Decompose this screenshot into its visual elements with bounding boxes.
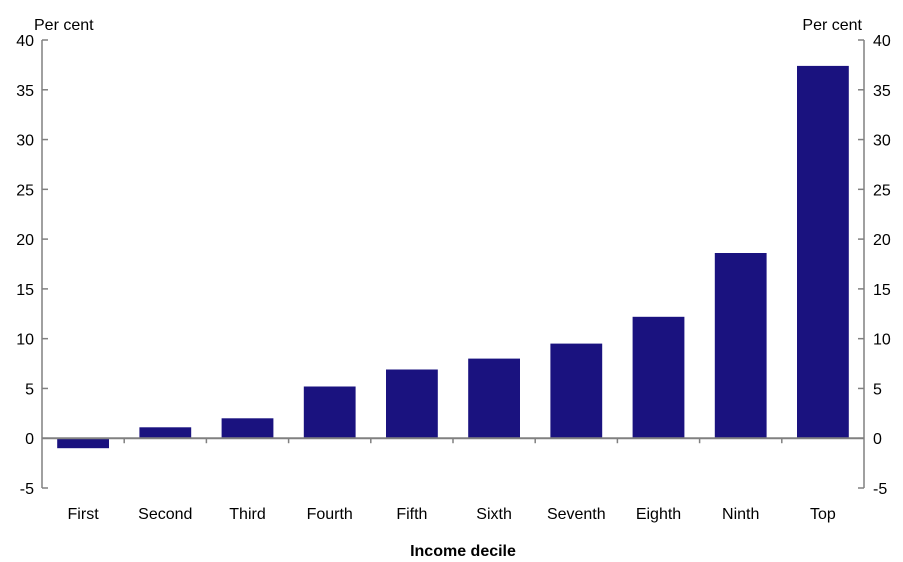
x-tick-label-first: First — [68, 506, 100, 523]
right-y-tick-label: 35 — [873, 83, 891, 100]
left-axis-unit-label: Per cent — [34, 17, 94, 34]
bars-layer — [57, 65, 849, 449]
right-y-tick-label: -5 — [873, 481, 887, 498]
bar-ninth — [714, 253, 767, 439]
left-y-tick-label: 25 — [16, 182, 34, 199]
x-tick-label-seventh: Seventh — [547, 506, 606, 523]
bar-eighth — [632, 316, 685, 439]
left-y-tick-label: 10 — [16, 332, 34, 349]
x-tick-label-eighth: Eighth — [636, 506, 681, 523]
left-y-tick-label: -5 — [20, 481, 34, 498]
left-y-tick-label: 0 — [25, 431, 34, 448]
bar-seventh — [550, 343, 603, 439]
x-tick-label-fifth: Fifth — [396, 506, 427, 523]
right-y-tick-label: 10 — [873, 332, 891, 349]
bar-fifth — [386, 369, 438, 439]
right-axis-unit-label: Per cent — [802, 17, 862, 34]
x-tick-label-third: Third — [229, 506, 265, 523]
x-tick-label-fourth: Fourth — [307, 506, 353, 523]
tick-labels-layer: 40 40 35 35 30 30 25 25 20 20 15 15 10 10 5 5 0 0 -5 -5 Firs… — [16, 33, 891, 523]
right-y-tick-label: 5 — [873, 381, 882, 398]
bar-fourth — [303, 386, 356, 439]
right-y-tick-label: 20 — [873, 232, 891, 249]
x-tick-label-ninth: Ninth — [722, 506, 759, 523]
bar-sixth — [468, 358, 520, 439]
left-y-tick-label: 20 — [16, 232, 34, 249]
left-y-tick-label: 15 — [16, 282, 34, 299]
bar-top — [797, 65, 849, 439]
bar-first — [57, 438, 109, 449]
x-tick-label-sixth: Sixth — [476, 506, 512, 523]
left-y-tick-label: 30 — [16, 133, 34, 150]
x-axis-title: Income decile — [410, 543, 516, 560]
x-tick-label-second: Second — [138, 506, 192, 523]
left-y-tick-label: 5 — [25, 381, 34, 398]
bar-second — [139, 427, 192, 439]
bar-third — [221, 418, 274, 439]
right-y-tick-label: 30 — [873, 133, 891, 150]
axes-layer — [41, 39, 865, 489]
right-y-tick-label: 0 — [873, 431, 882, 448]
right-y-tick-label: 40 — [873, 33, 891, 50]
right-y-tick-label: 15 — [873, 282, 891, 299]
x-tick-label-top: Top — [810, 506, 836, 523]
left-y-tick-label: 35 — [16, 83, 34, 100]
right-y-tick-label: 25 — [873, 182, 891, 199]
left-y-tick-label: 40 — [16, 33, 34, 50]
